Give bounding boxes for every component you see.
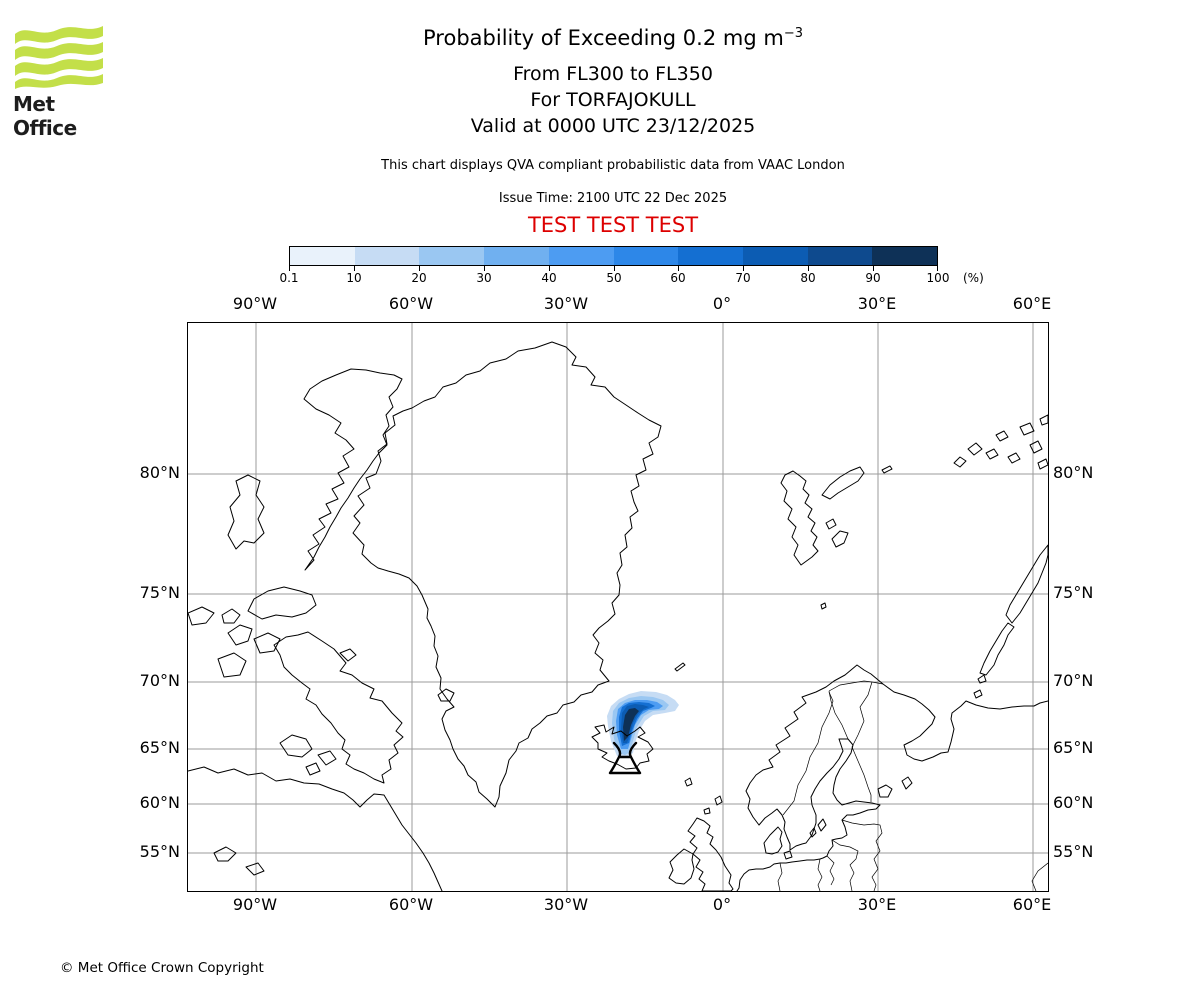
lon-label-bottom: 60°E	[1012, 895, 1052, 914]
colorbar-tick	[614, 266, 615, 271]
colorbar-unit: (%)	[963, 271, 984, 285]
colorbar-label: 70	[735, 271, 751, 285]
colorbar-segment	[354, 247, 420, 265]
lat-label-left: 75°N	[139, 583, 180, 602]
lat-label-left: 80°N	[139, 463, 180, 482]
lat-label-left: 55°N	[139, 842, 180, 861]
lat-label-left: 60°N	[139, 793, 180, 812]
volcano-marker	[608, 741, 642, 775]
colorbar-tick	[873, 266, 874, 271]
title-text: Probability of Exceeding 0.2 mg m	[423, 26, 784, 50]
lon-label-top: 60°E	[1012, 294, 1052, 313]
colorbar-segment	[807, 247, 873, 265]
colorbar-segment	[678, 247, 743, 265]
lon-label-bottom: 60°W	[388, 895, 434, 914]
colorbar-segment	[419, 247, 485, 265]
colorbar-label: 80	[800, 271, 816, 285]
colorbar-label: 50	[606, 271, 622, 285]
colorbar-tick	[354, 266, 355, 271]
colorbar-segment	[484, 247, 549, 265]
lon-label-bottom: 90°W	[232, 895, 278, 914]
colorbar-segment	[742, 247, 808, 265]
lon-label-top: 30°E	[857, 294, 897, 313]
lat-label-right: 55°N	[1053, 842, 1094, 861]
crown-copyright: © Met Office Crown Copyright	[60, 960, 264, 976]
lat-label-right: 75°N	[1053, 583, 1094, 602]
lat-label-right: 70°N	[1053, 671, 1094, 690]
test-banner: TEST TEST TEST	[527, 213, 699, 237]
lon-label-top: 0°	[712, 294, 732, 313]
colorbar-label: 60	[670, 271, 686, 285]
colorbar-segment	[290, 247, 355, 265]
lat-label-left: 65°N	[139, 738, 180, 757]
coastlines	[188, 341, 1048, 891]
lon-label-bottom: 30°W	[543, 895, 589, 914]
issue-time: Issue Time: 2100 UTC 22 Dec 2025	[498, 191, 728, 206]
colorbar-segment	[613, 247, 679, 265]
lon-label-top: 30°W	[543, 294, 589, 313]
met-office-logo: Met Office	[13, 20, 123, 140]
lat-label-right: 65°N	[1053, 738, 1094, 757]
lon-label-bottom: 30°E	[857, 895, 897, 914]
colorbar-tick	[484, 266, 485, 271]
met-office-waves-icon	[15, 26, 103, 89]
map-canvas	[187, 322, 1049, 892]
colorbar-label: 100	[926, 271, 950, 285]
colorbar-tick	[937, 266, 938, 271]
colorbar-tick	[419, 266, 420, 271]
colorbar-label: 30	[476, 271, 492, 285]
subtitle-flight-levels: From FL300 to FL350	[513, 63, 713, 85]
title-superscript: −3	[783, 26, 803, 41]
country-borders	[777, 680, 1048, 891]
subtitle-volcano: For TORFAJOKULL	[530, 89, 696, 111]
lat-label-right: 60°N	[1053, 793, 1094, 812]
met-office-logo-text: Met Office	[13, 92, 77, 140]
colorbar-label: 20	[411, 271, 427, 285]
lat-label-right: 80°N	[1053, 463, 1094, 482]
lon-label-top: 90°W	[232, 294, 278, 313]
lat-label-left: 70°N	[139, 671, 180, 690]
colorbar-tick	[549, 266, 550, 271]
colorbar-label: 90	[865, 271, 881, 285]
colorbar-tick	[678, 266, 679, 271]
colorbar-tick	[743, 266, 744, 271]
page-title: Probability of Exceeding 0.2 mg m−3	[25, 26, 1200, 50]
colorbar-label: 40	[541, 271, 557, 285]
probability-colorbar	[289, 246, 938, 266]
colorbar-label: 0.1	[279, 271, 299, 285]
colorbar-label: 10	[346, 271, 362, 285]
ash-plume-level-90	[623, 708, 639, 741]
qva-disclaimer: This chart displays QVA compliant probab…	[381, 158, 845, 173]
colorbar-tick	[289, 266, 290, 271]
graticule-grid-lines	[188, 323, 1048, 891]
lon-label-top: 60°W	[388, 294, 434, 313]
colorbar-segment	[548, 247, 614, 265]
subtitle-valid-time: Valid at 0000 UTC 23/12/2025	[470, 115, 756, 137]
colorbar-segment	[872, 247, 938, 265]
colorbar-tick	[808, 266, 809, 271]
lon-label-bottom: 0°	[712, 895, 732, 914]
